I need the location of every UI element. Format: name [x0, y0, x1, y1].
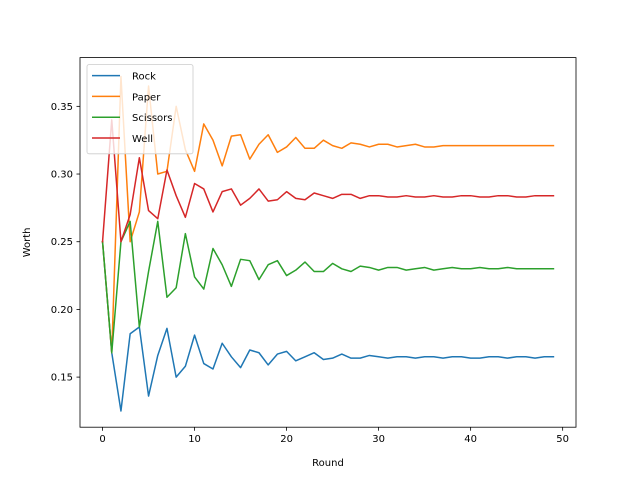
- legend-box: [86, 64, 194, 155]
- legend-label-well: Well: [132, 134, 153, 145]
- y-tick-label: 0.35: [51, 102, 73, 113]
- legend-label-scissors: Scissors: [132, 113, 172, 124]
- series-lines: [101, 75, 555, 412]
- y-tick-label: 0.20: [51, 305, 73, 316]
- x-tick-label: 50: [556, 434, 569, 445]
- x-tick-label: 20: [280, 434, 293, 445]
- legend-label-rock: Rock: [132, 72, 156, 83]
- plot-frame: [79, 57, 577, 428]
- x-tick-label: 30: [372, 434, 385, 445]
- x-axis-ticks: 0 10 20 30 40 50: [99, 427, 569, 445]
- x-axis-label: Round: [312, 458, 344, 469]
- x-tick-label: 40: [464, 434, 477, 445]
- series-line-rock: [101, 240, 555, 412]
- legend-label-paper: Paper: [132, 92, 161, 103]
- x-tick-label: 0: [99, 434, 105, 445]
- y-tick-label: 0.30: [51, 170, 73, 181]
- y-axis-label: Worth: [22, 228, 33, 258]
- x-tick-label: 10: [188, 434, 201, 445]
- legend: Rock Paper Scissors Well: [86, 64, 194, 155]
- series-line-scissors: [101, 220, 555, 354]
- y-axis-ticks: 0.15 0.20 0.25 0.30 0.35: [51, 102, 80, 384]
- y-tick-label: 0.15: [51, 373, 73, 384]
- series-line-well: [101, 119, 555, 243]
- y-tick-label: 0.25: [51, 237, 73, 248]
